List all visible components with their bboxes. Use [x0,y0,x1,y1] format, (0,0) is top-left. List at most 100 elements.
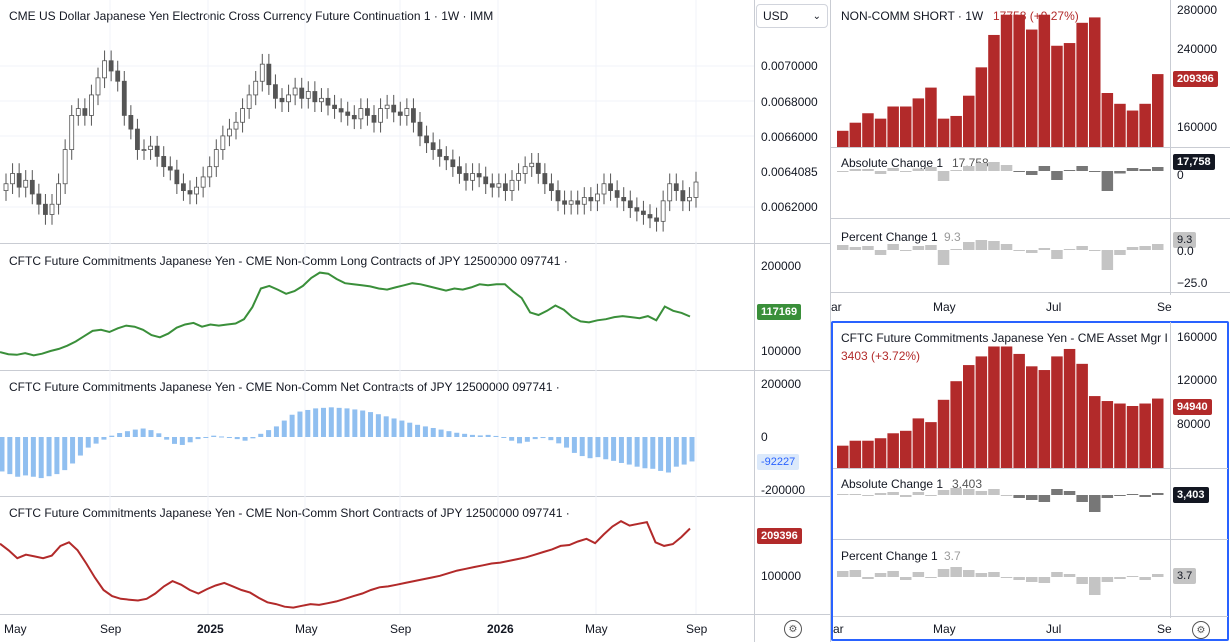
right-bottom-chart-svg [837,346,1164,595]
asset-mgr-bar [1051,356,1063,468]
pct-change-bar [1026,250,1038,253]
right-top-title: NON-COMM SHORT · 1W [841,9,984,23]
gear-icon[interactable]: ⚙ [784,620,802,638]
asset-mgr-bar [887,433,899,468]
pct-change-bar [862,577,874,579]
time-label: 2026 [487,622,514,636]
net-bar [689,437,695,462]
net-bar [320,407,326,437]
candle-body [424,135,429,144]
candle-body [141,149,147,151]
abs-change-bar [1139,169,1151,171]
short-bar [1051,45,1063,147]
right-top-time-label: Jul [1046,300,1062,314]
net-bar [266,430,272,437]
abs-change-bar [900,495,912,497]
pct-change-bar [1076,577,1088,584]
candle-body [470,173,475,181]
candle-body [29,179,35,195]
right-bottom-divider[interactable] [833,539,1228,540]
candle-body [319,97,324,103]
abs-change-bar [963,166,975,171]
candle-body [325,97,331,106]
net-bar [250,437,256,439]
abs-change-bar [900,171,912,172]
net-bar [156,433,162,437]
candle-body [108,60,114,72]
pct-change-bar [887,571,899,577]
right-bottom-divider[interactable] [833,468,1228,469]
net-bar [611,437,617,461]
candle-body [148,145,153,150]
right-top-divider[interactable] [831,218,1230,219]
long-series-line [0,271,691,357]
asset-mgr-bar [1076,363,1088,468]
right-top-time-label: ar [831,300,842,314]
currency-select[interactable]: USD ⌄ [756,4,828,28]
net-bar [0,437,5,472]
abs-change-bar [937,171,950,181]
long-tick: 200000 [761,259,802,273]
pane-divider[interactable] [0,243,830,244]
abs-change-bar [837,171,849,172]
short-bar [937,118,950,147]
right-top-tick: 240000 [1177,42,1218,56]
candle-body [128,115,134,130]
net-tick: 0 [761,430,768,444]
short-bar [1038,14,1051,148]
right-top-pct-value: 9.3 [944,230,961,244]
candle-body [483,176,489,185]
asset-mgr-bar [1152,398,1164,468]
pane-divider[interactable] [0,370,830,371]
pct-change-bar [1089,577,1101,595]
candle-body [56,183,61,205]
net-bar [368,412,374,437]
abs-change-bar [1026,171,1038,175]
asset-mgr-bar [988,346,1000,468]
candle-body [542,173,548,185]
right-top-divider[interactable] [831,147,1230,148]
right-bottom-abs-badge: 3,403 [1173,487,1209,503]
long-tick: 100000 [761,344,802,358]
candle-body [259,63,265,82]
price-tick: 0.0066000 [761,130,818,144]
net-bar [187,437,193,443]
net-bar [258,433,264,437]
candle-body [16,173,22,188]
net-bar [642,437,648,469]
short-bar [1139,103,1151,147]
candle-body [522,166,528,174]
pct-change-bar [1139,577,1151,580]
asset-mgr-bar [1000,346,1013,468]
candle-body [279,97,285,103]
net-bar [101,437,107,440]
candle-body [273,84,278,99]
pct-change-bar [874,250,887,255]
asset-mgr-bar [1139,403,1151,468]
net-bar [85,437,91,448]
candle-body [509,179,515,191]
pct-change-bar [963,570,975,577]
abs-change-bar [862,495,874,496]
candle-body [365,108,370,116]
pct-change-bar [837,245,849,250]
short-bar [1101,93,1114,147]
right-bottom-time-label: May [933,622,956,636]
time-label: Sep [390,622,412,636]
pct-change-bar [1101,577,1114,582]
asset-mgr-bar [925,422,937,468]
pct-change-bar [1063,574,1076,577]
short-bar [837,130,849,147]
net-bar [415,424,421,437]
right-top-pct-tick: 0.0 [1177,244,1194,258]
candle-body [397,111,403,116]
pane-divider[interactable] [0,496,830,497]
abs-change-bar [1076,495,1088,502]
gear-icon[interactable]: ⚙ [1192,621,1210,639]
right-top-time-label: Se [1157,300,1172,314]
candle-body [181,183,186,191]
net-bar [23,437,29,476]
abs-change-bar [1089,171,1101,172]
pct-change-bar [925,245,937,250]
panel-divider [830,0,831,642]
